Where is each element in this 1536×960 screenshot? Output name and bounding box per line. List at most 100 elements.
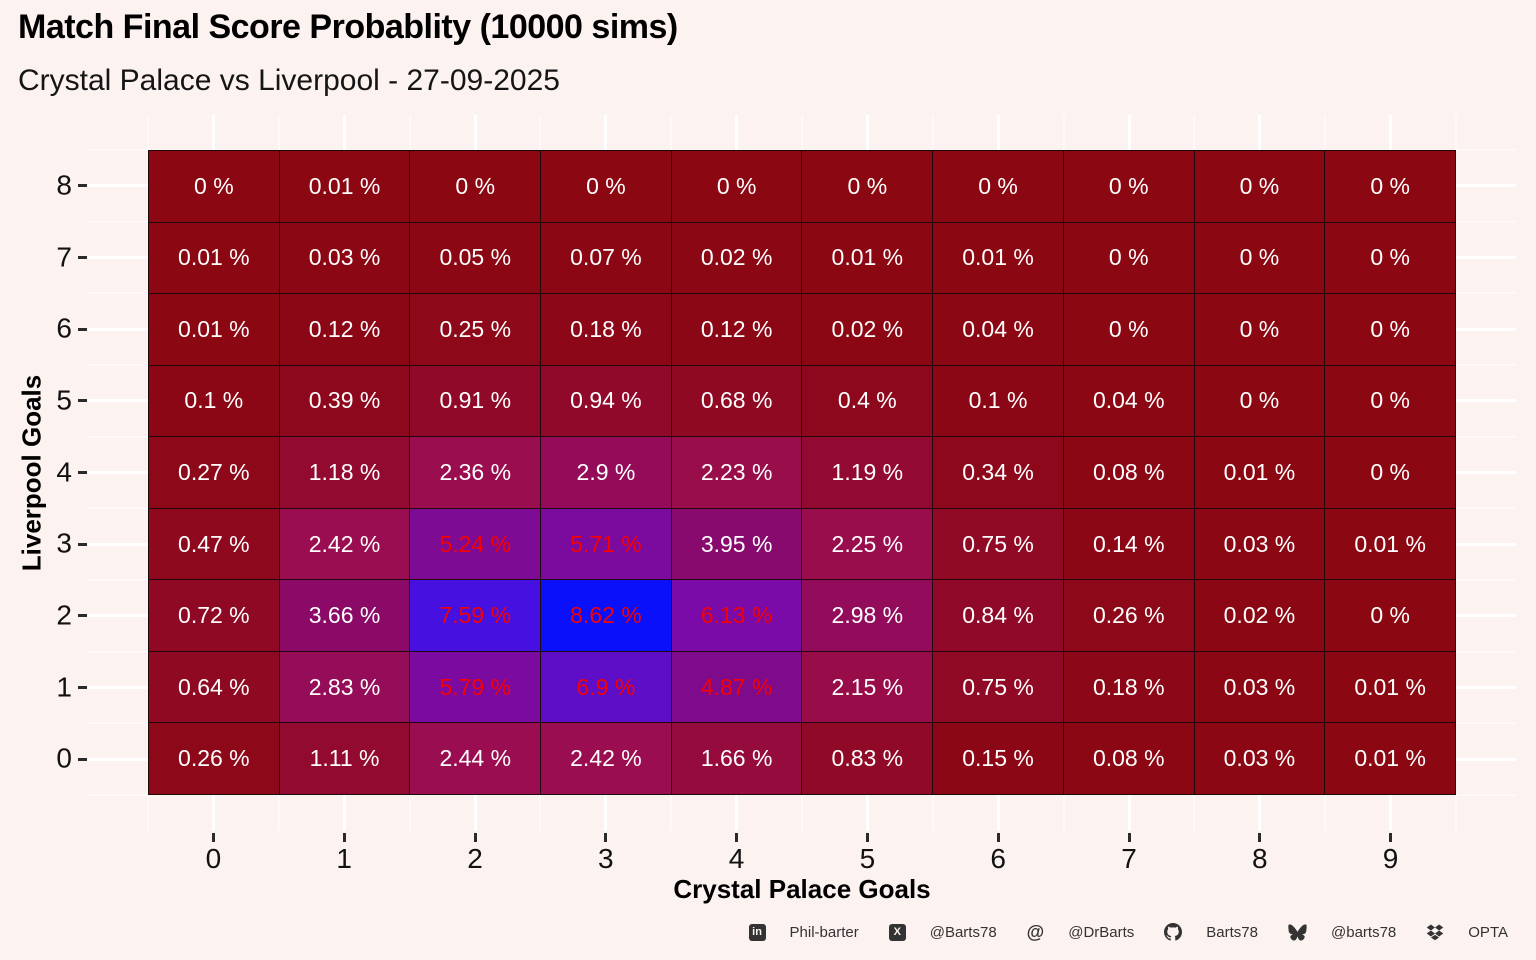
heatmap-cell: 1.18 % xyxy=(279,437,410,508)
x-tick-mark xyxy=(1258,833,1262,842)
heatmap-cell: 0.26 % xyxy=(149,723,279,794)
heatmap-cell: 6.13 % xyxy=(671,580,802,651)
x-tick-label: 9 xyxy=(1382,843,1399,874)
heatmap-cell: 0.94 % xyxy=(541,365,671,437)
footer-handle: @barts78 xyxy=(1331,923,1397,941)
heatmap-cell: 0.75 % xyxy=(933,651,1063,723)
panel-gridline xyxy=(88,149,148,151)
x-tick-mark xyxy=(996,833,1000,842)
y-axis-title: Liverpool Goals xyxy=(16,374,47,572)
heatmap-cell: 0.01 % xyxy=(149,294,279,365)
heatmap-cell: 0.01 % xyxy=(1325,651,1455,723)
footer-handle: @Barts78 xyxy=(929,923,997,941)
heatmap-cell: 2.42 % xyxy=(279,508,410,580)
panel-gridline xyxy=(801,115,803,150)
heatmap-cell: 7.59 % xyxy=(410,580,541,651)
heatmap-cell: 1.11 % xyxy=(279,723,410,794)
y-tick-mark xyxy=(78,614,87,618)
x-tick-mark xyxy=(1127,833,1131,842)
heatmap-cell: 0.72 % xyxy=(149,580,279,651)
footer-item-opta: OPTA xyxy=(1426,923,1508,941)
heatmap-cell: 0.01 % xyxy=(802,222,933,294)
chart-title: Match Final Score Probablity (10000 sims… xyxy=(18,8,678,46)
heatmap-cell: 2.25 % xyxy=(802,508,933,580)
heatmap-cell: 0.64 % xyxy=(149,651,279,723)
panel-gridline xyxy=(88,399,148,403)
panel-gridline xyxy=(1456,614,1516,618)
panel-gridline xyxy=(88,292,148,295)
footer-handle: OPTA xyxy=(1468,923,1508,941)
heatmap-cell: 0 % xyxy=(1194,365,1325,437)
heatmap-cell: 0.18 % xyxy=(541,294,671,365)
heatmap-cell: 2.9 % xyxy=(541,437,671,508)
heatmap-cell: 3.66 % xyxy=(279,580,410,651)
heatmap-cell: 0.01 % xyxy=(149,222,279,294)
heatmap-cell: 1.19 % xyxy=(802,437,933,508)
footer-item-linkedin: in Phil-barter xyxy=(748,923,859,941)
heatmap-cell: 0 % xyxy=(1325,580,1455,651)
panel-gridline xyxy=(408,795,411,831)
panel-gridline xyxy=(1456,542,1516,546)
x-tick-label: 5 xyxy=(859,843,876,874)
heatmap-cell: 0 % xyxy=(1194,294,1325,365)
panel-gridline xyxy=(1062,115,1065,150)
panel-gridline xyxy=(604,115,608,150)
x-tick-label: 0 xyxy=(205,843,222,874)
heatmap-cell: 0 % xyxy=(1325,437,1455,508)
heatmap-cell: 8.62 % xyxy=(541,580,671,651)
panel-gridline xyxy=(1258,115,1262,150)
heatmap-cell: 0 % xyxy=(541,151,671,222)
heatmap-cell: 0.08 % xyxy=(1063,723,1194,794)
heatmap-cell: 0.18 % xyxy=(1063,651,1194,723)
panel-gridline xyxy=(1193,795,1196,831)
panel-gridline xyxy=(1456,292,1516,295)
heatmap-cell: 0 % xyxy=(1325,365,1455,437)
panel-gridline xyxy=(996,795,1000,831)
y-tick-label: 0 xyxy=(56,742,72,774)
panel-gridline xyxy=(1455,115,1457,150)
heatmap-cell: 0 % xyxy=(1325,294,1455,365)
panel-gridline xyxy=(88,650,148,653)
footer-handle: Barts78 xyxy=(1206,923,1258,941)
bluesky-icon xyxy=(1288,923,1307,941)
panel-gridline xyxy=(735,795,739,831)
panel-gridline xyxy=(277,115,280,150)
heatmap-cell: 0.15 % xyxy=(933,723,1063,794)
panel-gridline xyxy=(1389,115,1393,150)
panel-gridline xyxy=(1324,795,1327,831)
panel-gridline xyxy=(1455,795,1457,831)
heatmap-cell: 0 % xyxy=(410,151,541,222)
panel-gridline xyxy=(1193,115,1196,150)
heatmap-cell: 0.04 % xyxy=(1063,365,1194,437)
heatmap-cell: 0.04 % xyxy=(933,294,1063,365)
panel-gridline xyxy=(735,115,739,150)
heatmap-cell: 0.39 % xyxy=(279,365,410,437)
panel-gridline xyxy=(1456,435,1516,438)
panel-gridline xyxy=(88,256,148,259)
heatmap-cell: 0.83 % xyxy=(802,723,933,794)
x-tick-mark xyxy=(211,833,215,842)
panel-gridline xyxy=(88,722,148,725)
heatmap-cell: 0.01 % xyxy=(933,222,1063,294)
panel-gridline xyxy=(1456,220,1516,223)
y-tick-mark xyxy=(78,757,87,761)
x-icon: X xyxy=(888,923,906,941)
panel-gridline xyxy=(88,579,148,581)
heatmap-cell: 0.84 % xyxy=(933,580,1063,651)
dropbox-icon xyxy=(1427,924,1444,941)
y-tick-label: 5 xyxy=(56,384,72,416)
heatmap-cell: 0.26 % xyxy=(1063,580,1194,651)
heatmap-cell: 2.98 % xyxy=(802,580,933,651)
x-tick-mark xyxy=(865,833,869,842)
y-tick-label: 6 xyxy=(56,312,72,344)
heatmap-cell: 0 % xyxy=(1325,222,1455,294)
footer-handle: Phil-barter xyxy=(789,923,859,941)
heatmap-cell: 0.03 % xyxy=(1194,723,1325,794)
heatmap-cell: 0.12 % xyxy=(279,294,410,365)
panel-gridline xyxy=(539,795,542,831)
footer-handle: @DrBarts xyxy=(1068,923,1135,941)
panel-gridline xyxy=(931,115,934,150)
panel-gridline xyxy=(88,471,148,474)
heatmap-cell: 0.12 % xyxy=(671,294,802,365)
panel-gridline xyxy=(1456,794,1516,796)
